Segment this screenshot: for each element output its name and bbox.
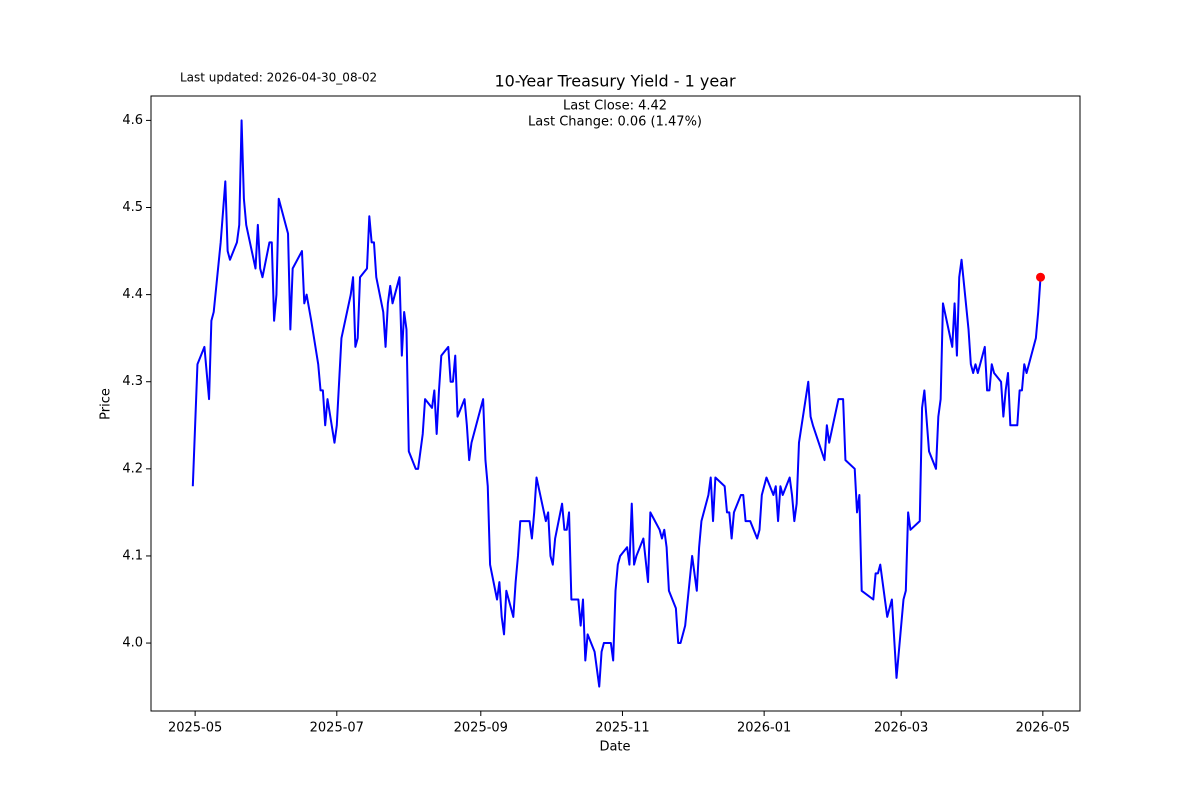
y-tick-label: 4.4 <box>122 287 143 302</box>
y-tick-label: 4.5 <box>122 200 143 215</box>
chart-title: 10-Year Treasury Yield - 1 year <box>494 72 736 91</box>
x-tick-label: 2026-01 <box>737 721 791 736</box>
annotation: Last Change: 0.06 (1.47%) <box>528 115 702 130</box>
annotation: Last Close: 4.42 <box>563 99 667 114</box>
y-axis-label: Price <box>99 388 114 420</box>
x-tick-label: 2026-03 <box>874 721 928 736</box>
subtitle: Last updated: 2026-04-30_08-02 <box>180 71 377 85</box>
last-point-marker <box>1036 272 1046 282</box>
x-tick-label: 2025-07 <box>310 721 364 736</box>
x-tick-label: 2025-09 <box>454 721 508 736</box>
y-tick-label: 4.2 <box>122 461 143 476</box>
y-tick-label: 4.0 <box>122 636 143 651</box>
y-tick-label: 4.6 <box>122 113 143 128</box>
x-tick-label: 2026-05 <box>1016 721 1070 736</box>
y-tick-label: 4.1 <box>122 548 143 563</box>
line-series <box>191 119 1042 688</box>
x-tick-label: 2025-05 <box>168 721 222 736</box>
x-tick-label: 2025-11 <box>595 721 649 736</box>
x-axis-label: Date <box>599 740 630 755</box>
plot-frame <box>150 95 1081 712</box>
y-tick-label: 4.3 <box>122 374 143 389</box>
